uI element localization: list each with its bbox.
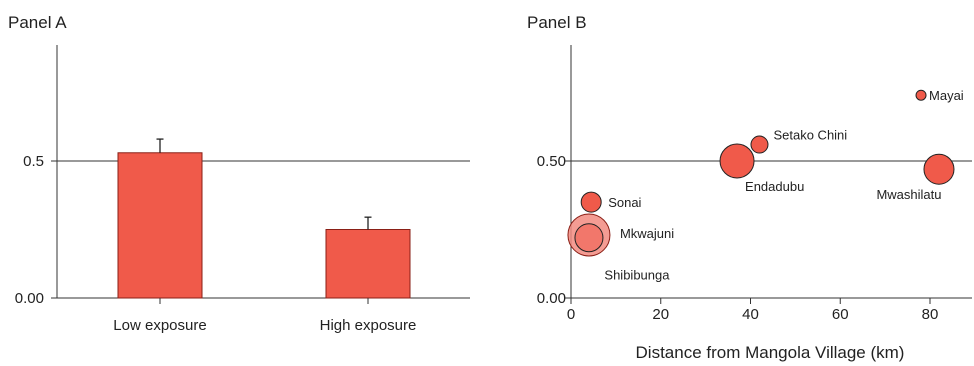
panel-b: Panel B 0.00 0.50 0 20 40 60 80 Mayai Setako C… [527,13,972,362]
panel-b-x-tick-label: 20 [652,306,669,323]
panel-b-x-tick-label: 0 [567,306,575,323]
panel-b-point [719,143,755,179]
panel-b-y-ticks: 0.00 0.50 [537,153,571,307]
panel-b-point-label: Shibibunga [604,268,670,283]
panel-b-point [580,191,602,213]
panel-b-y-tick-label: 0.00 [537,290,566,307]
panel-b-x-tick-label: 80 [922,306,939,323]
panel-a-category-label: Low exposure [113,317,206,334]
panel-a-category-labels: Low exposure High exposure [113,298,416,334]
panel-b-x-axis-label: Distance from Mangola Village (km) [636,343,905,362]
panel-a-category-label: High exposure [320,317,417,334]
panel-a-bars [117,138,411,299]
panel-b-title: Panel B [527,13,587,32]
panel-a-y-ticks: 0.00 0.5 [15,153,57,307]
panel-b-points: Mayai Setako Chini Endadubu Mwashilatu Sonai… [567,88,964,283]
panel-b-point-label: Sonai [608,195,641,210]
panel-b-x-ticks: 0 20 40 60 80 [567,298,939,323]
panel-b-y-tick-label: 0.50 [537,153,566,170]
panel-b-point [923,153,955,185]
panel-a-y-tick-label: 0.00 [15,290,44,307]
panel-b-point-label: Mkwajuni [620,226,674,241]
panel-b-point [915,89,927,101]
panel-a-y-tick-label: 0.5 [23,153,44,170]
panel-b-x-tick-label: 40 [742,306,759,323]
panel-a: Panel A 0.00 0.5 Low exposure High exposur… [8,13,470,334]
panel-a-bar [325,229,411,299]
panel-b-point [574,223,604,253]
panel-b-point-label: Setako Chini [773,128,847,143]
panel-b-x-tick-label: 60 [832,306,849,323]
panel-b-point [750,135,769,154]
panel-a-bar [117,152,203,299]
panel-b-point-label: Endadubu [745,179,804,194]
panel-b-point-label: Mwashilatu [876,187,941,202]
panel-b-point-label: Mayai [929,88,964,103]
panel-a-title: Panel A [8,13,67,32]
